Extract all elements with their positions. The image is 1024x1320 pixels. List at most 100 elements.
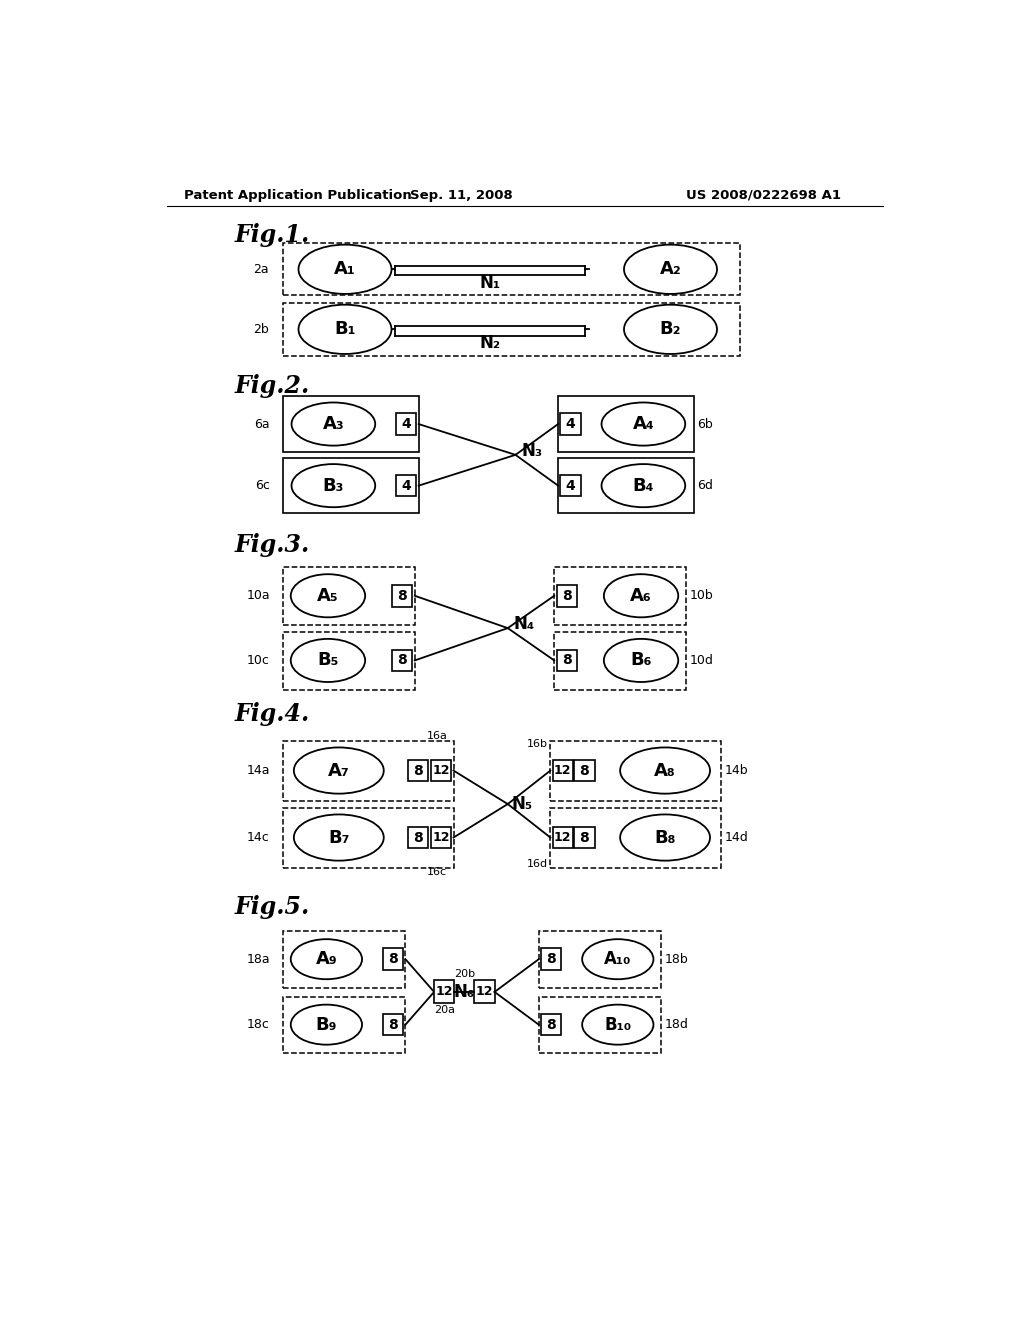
Text: Fig.3.: Fig.3. (234, 533, 310, 557)
Text: 16a: 16a (427, 731, 447, 741)
Text: A₉: A₉ (315, 950, 337, 968)
Text: 8: 8 (580, 763, 590, 777)
Bar (541, 948, 561, 970)
Text: 12: 12 (435, 986, 453, 998)
Bar (553, 826, 572, 849)
Bar (539, 932, 662, 987)
Text: A₅: A₅ (317, 587, 339, 605)
Text: 16d: 16d (527, 859, 548, 869)
Bar (550, 808, 721, 867)
Text: A₃: A₃ (323, 414, 344, 433)
Text: B₅: B₅ (317, 652, 339, 669)
Text: 6c: 6c (255, 479, 270, 492)
Text: 4: 4 (401, 417, 411, 432)
Text: 18d: 18d (665, 1018, 689, 1031)
Text: 10d: 10d (690, 653, 714, 667)
Bar (554, 632, 686, 689)
Text: Patent Application Publication: Patent Application Publication (183, 189, 412, 202)
Bar (554, 568, 686, 626)
Text: 12: 12 (554, 764, 571, 777)
Text: B₁: B₁ (334, 321, 355, 338)
Bar (283, 632, 415, 689)
Text: 2a: 2a (253, 263, 269, 276)
Bar (283, 304, 740, 355)
Text: 8: 8 (413, 763, 423, 777)
Bar (283, 458, 419, 513)
Text: 4: 4 (401, 479, 411, 492)
Text: 8: 8 (413, 830, 423, 845)
Text: 18b: 18b (665, 953, 689, 966)
Text: 20a: 20a (434, 1005, 455, 1015)
Text: 8: 8 (562, 589, 571, 603)
Text: 8: 8 (397, 653, 408, 668)
Bar (283, 997, 406, 1053)
Bar (474, 981, 495, 1003)
Text: 18c: 18c (247, 1018, 270, 1031)
Text: 18a: 18a (246, 953, 270, 966)
Bar (558, 396, 693, 451)
Text: 10a: 10a (246, 589, 270, 602)
Text: N₄: N₄ (514, 615, 536, 634)
Bar (392, 649, 413, 671)
Bar (431, 760, 452, 781)
Bar (560, 475, 581, 496)
Bar (383, 948, 403, 970)
Text: Fig.5.: Fig.5. (234, 895, 310, 919)
Text: 4: 4 (565, 479, 575, 492)
Bar (283, 741, 454, 800)
Bar (431, 826, 452, 849)
Text: B₉: B₉ (315, 1015, 337, 1034)
Text: B₁₀: B₁₀ (604, 1015, 632, 1034)
Bar (283, 932, 406, 987)
Bar (539, 997, 662, 1053)
Text: Fig.4.: Fig.4. (234, 702, 310, 726)
Bar (550, 741, 721, 800)
Bar (434, 981, 455, 1003)
Text: 6d: 6d (697, 479, 714, 492)
Bar (396, 413, 417, 434)
Text: Fig.2.: Fig.2. (234, 374, 310, 397)
Text: 12: 12 (554, 832, 571, 843)
Bar (283, 808, 454, 867)
Text: 8: 8 (397, 589, 408, 603)
Text: B₈: B₈ (654, 829, 676, 846)
Text: A₄: A₄ (633, 414, 654, 433)
Text: B₄: B₄ (633, 477, 654, 495)
Text: 14c: 14c (247, 832, 270, 843)
Bar (574, 826, 595, 849)
Text: 2b: 2b (253, 323, 269, 335)
Text: 12: 12 (432, 832, 450, 843)
Bar (408, 760, 428, 781)
Bar (553, 760, 572, 781)
Text: N₁: N₁ (480, 275, 501, 292)
Bar (283, 568, 415, 626)
Text: 20b: 20b (454, 969, 475, 979)
Bar (557, 585, 577, 607)
Text: B₆: B₆ (631, 652, 652, 669)
Text: B₇: B₇ (328, 829, 349, 846)
Text: 16b: 16b (527, 739, 548, 750)
Text: N₅: N₅ (512, 795, 532, 813)
Text: 8: 8 (580, 830, 590, 845)
Text: 12: 12 (476, 986, 494, 998)
Bar (408, 826, 428, 849)
Bar (383, 1014, 403, 1035)
Text: B₂: B₂ (659, 321, 681, 338)
Bar (560, 413, 581, 434)
Text: 12: 12 (432, 764, 450, 777)
Text: 8: 8 (388, 1018, 398, 1032)
Bar (541, 1014, 561, 1035)
Text: A₁₀: A₁₀ (604, 950, 632, 968)
Text: B₃: B₃ (323, 477, 344, 495)
Text: N₃: N₃ (521, 442, 543, 459)
Text: 6b: 6b (697, 417, 714, 430)
Text: 6a: 6a (254, 417, 270, 430)
Text: N₆: N₆ (453, 983, 474, 1001)
Text: 8: 8 (546, 1018, 556, 1032)
Text: 14a: 14a (247, 764, 270, 777)
Bar (283, 243, 740, 296)
Bar (392, 585, 413, 607)
Text: 8: 8 (562, 653, 571, 668)
Text: 16c: 16c (427, 867, 447, 878)
Bar (283, 396, 419, 451)
